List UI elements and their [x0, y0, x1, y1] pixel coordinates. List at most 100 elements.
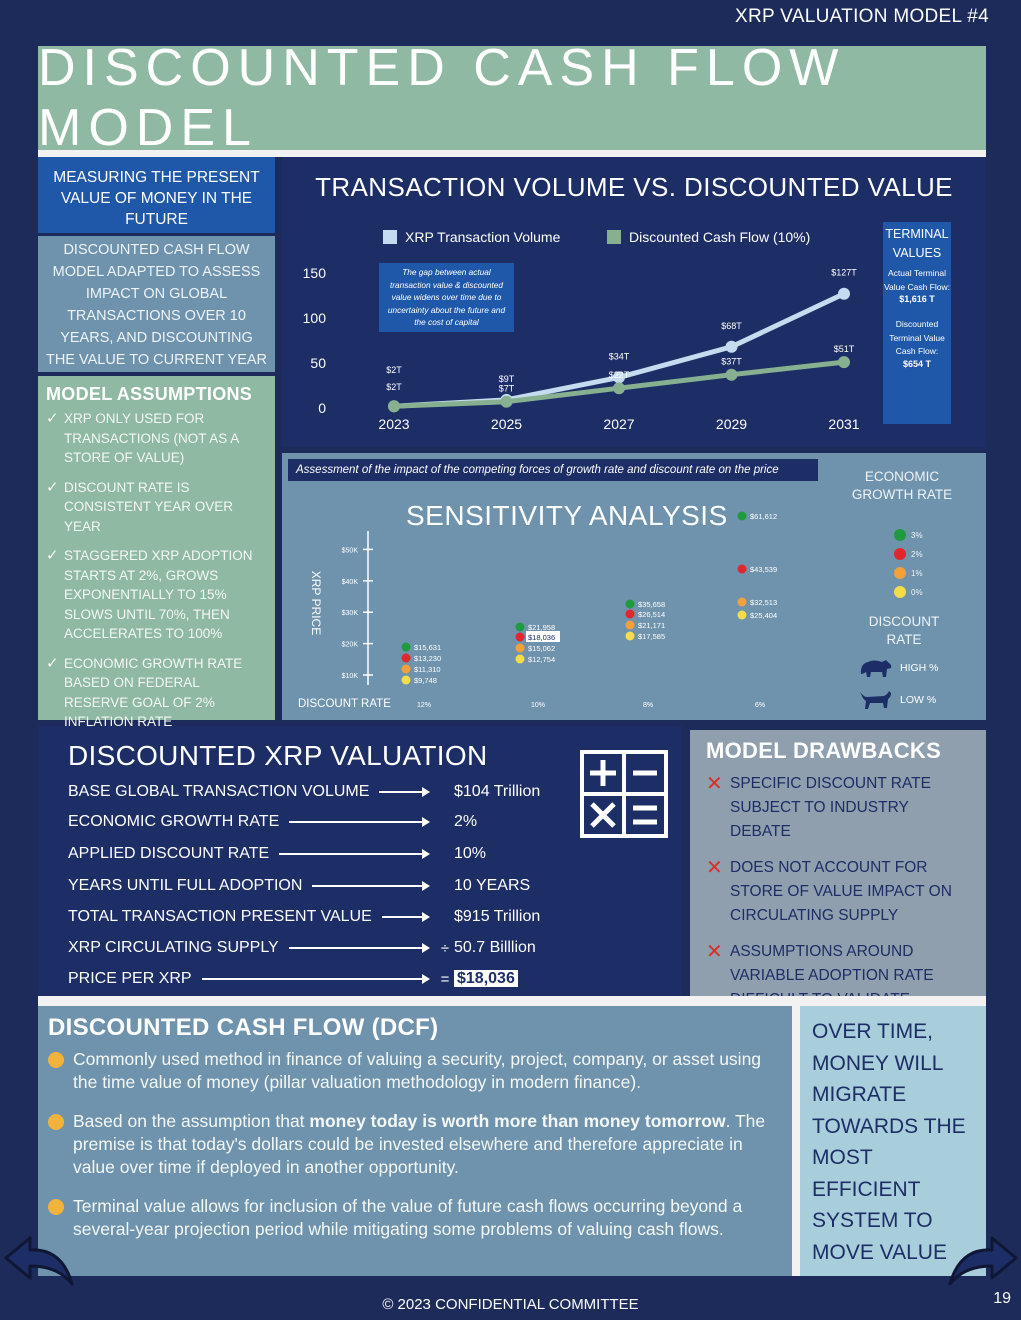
page-title: DISCOUNTED CASH FLOW MODEL — [38, 39, 846, 157]
data-label: $43,539 — [750, 565, 777, 574]
valuation-row: APPLIED DISCOUNT RATE 10% — [68, 845, 487, 862]
assumption-item: ✓ XRP ONLY USED FOR TRANSACTIONS (NOT AS … — [46, 409, 267, 468]
data-label: $32,513 — [750, 598, 777, 607]
data-label: $12,754 — [528, 655, 555, 664]
dcf-bullet: Commonly used method in finance of valui… — [48, 1048, 782, 1094]
drawbacks-title: MODEL DRAWBACKS — [706, 738, 942, 763]
divider — [792, 1006, 800, 1276]
data-label: $127T — [831, 268, 857, 278]
data-label: $2T — [386, 365, 402, 375]
y-tick-label: $20K — [342, 642, 359, 649]
discount-legend-title: DISCOUNT RATE — [868, 614, 940, 647]
data-label: $61,612 — [750, 512, 777, 521]
terminal-discounted-value: $654 T — [902, 358, 932, 369]
valuation-title: DISCOUNTED XRP VALUATION — [68, 740, 488, 771]
terminal-actual-value: $1,616 T — [899, 294, 935, 304]
dcf-adapted-box: DISCOUNTED CASH FLOW MODEL ADAPTED TO AS… — [38, 236, 275, 372]
valuation-row: YEARS UNTIL FULL ADOPTION 10 YEARS — [68, 877, 531, 894]
valuation-row: BASE GLOBAL TRANSACTION VOLUME $104 Trill… — [68, 783, 541, 800]
data-point — [388, 400, 400, 413]
data-label: $2T — [386, 382, 402, 392]
y-tick-label: 150 — [303, 265, 327, 281]
valuation-row: ECONOMIC GROWTH RATE 2% — [68, 813, 478, 830]
x-tick-label: 10% — [531, 702, 545, 709]
terminal-values: TERMINAL VALUES Actual Terminal Value Ca… — [883, 222, 951, 424]
terminal-title: TERMINAL VALUES — [885, 227, 949, 260]
document-label: XRP VALUATION MODEL #4 — [734, 6, 989, 27]
y-tick-label: $40K — [342, 579, 359, 586]
data-point — [613, 382, 625, 395]
data-point — [838, 356, 850, 369]
data-point — [737, 511, 747, 521]
terminal-discounted-label: Discounted Terminal Value Cash Flow: — [889, 319, 945, 356]
data-point — [515, 632, 525, 642]
measure-box: MEASURING THE PRESENT VALUE OF MONEY IN … — [38, 157, 275, 233]
dcf-bullet: Terminal value allows for inclusion of t… — [48, 1195, 782, 1241]
dcf-bullet: Based on the assumption that money today… — [48, 1110, 782, 1179]
growth-legend-title: ECONOMIC GROWTH RATE — [851, 469, 953, 502]
data-point — [737, 610, 747, 620]
data-point — [625, 599, 635, 609]
x-tick-label: 2025 — [491, 416, 522, 432]
y-tick-label: $50K — [342, 547, 359, 554]
x-tick-label: 6% — [755, 702, 765, 709]
data-label: $26,514 — [638, 610, 665, 619]
data-label: $11,310 — [414, 665, 441, 674]
sensitivity-note: Assessment of the impact of the competin… — [288, 459, 818, 481]
coin-icon — [48, 1114, 64, 1130]
valuation-panel — [38, 726, 682, 996]
check-icon: ✓ — [46, 547, 59, 564]
money-quote: OVER TIME, MONEY WILL MIGRATE TOWARDS TH… — [800, 1006, 986, 1276]
growth-legend-0: 0% — [894, 586, 923, 598]
x-axis-label: DISCOUNT RATE — [298, 698, 391, 710]
data-label: $22T — [609, 370, 630, 380]
data-point — [401, 675, 411, 685]
data-point — [613, 371, 625, 384]
x-icon: ✕ — [706, 857, 723, 879]
assumption-item: ✓ DISCOUNT RATE IS CONSISTENT YEAR OVER Y… — [46, 478, 267, 537]
data-point — [737, 597, 747, 607]
data-label: $17,585 — [638, 632, 665, 641]
data-label: $51T — [834, 344, 855, 354]
data-label: $37T — [721, 357, 742, 367]
sensitivity-chart: $10K $20K $30K $40K $50K XRP PRICE DISCOUNT RA… — [298, 511, 777, 710]
forward-arrow-icon[interactable] — [946, 1232, 1020, 1292]
x-icon: ✕ — [706, 773, 723, 795]
data-point — [401, 653, 411, 663]
data-point — [401, 664, 411, 674]
assumptions-title: MODEL ASSUMPTIONS — [46, 384, 253, 404]
legend-swatch — [607, 230, 621, 244]
title-banner: DISCOUNTED CASH FLOW MODEL — [38, 39, 986, 157]
data-label: $68T — [721, 321, 742, 331]
discount-high: HIGH % — [858, 656, 939, 680]
data-label: $7T — [499, 384, 515, 394]
growth-legend-2: 2% — [894, 548, 923, 560]
x-tick-label: 2023 — [378, 416, 409, 432]
data-point — [401, 642, 411, 652]
growth-legend-3: 3% — [894, 529, 923, 541]
back-arrow-icon[interactable] — [2, 1232, 76, 1292]
drawback-item: ✕ SPECIFIC DISCOUNT RATE SUBJECT TO INDUS… — [706, 772, 970, 844]
data-label: $18,036 — [528, 633, 555, 642]
line-chart: 0 50 100 150 2023 2025 2027 2029 2031 $2T $9T $34T $… — [303, 265, 860, 432]
y-tick-label: 50 — [310, 355, 326, 371]
line-chart-title: TRANSACTION VOLUME VS. DISCOUNTED VALUE — [315, 172, 953, 202]
data-label: $15,062 — [528, 644, 555, 653]
data-label: $9,748 — [414, 676, 437, 685]
calculator-icon — [580, 750, 668, 838]
data-label: $13,230 — [414, 654, 441, 663]
data-point — [725, 340, 738, 353]
data-label: $25,404 — [750, 611, 777, 620]
valuation-row: TOTAL TRANSACTION PRESENT VALUE $915 Tril… — [68, 908, 541, 925]
dcf-panel: DISCOUNTED CASH FLOW (DCF) Commonly used… — [38, 1006, 792, 1276]
legend-swatch — [383, 230, 397, 244]
copyright: © 2023 CONFIDENTIAL COMMITTEE — [382, 1296, 639, 1313]
data-point — [737, 564, 747, 574]
drawbacks-panel: MODEL DRAWBACKS ✕ SPECIFIC DISCOUNT RATE … — [690, 730, 986, 1008]
y-tick-label: $10K — [342, 673, 359, 680]
data-label: $21,958 — [528, 623, 555, 632]
valuation-row: PRICE PER XRP = $18,036 — [68, 970, 548, 988]
x-tick-label: 2027 — [603, 416, 634, 432]
data-point — [515, 643, 525, 653]
legend-transaction-volume: XRP Transaction Volume — [383, 229, 560, 245]
